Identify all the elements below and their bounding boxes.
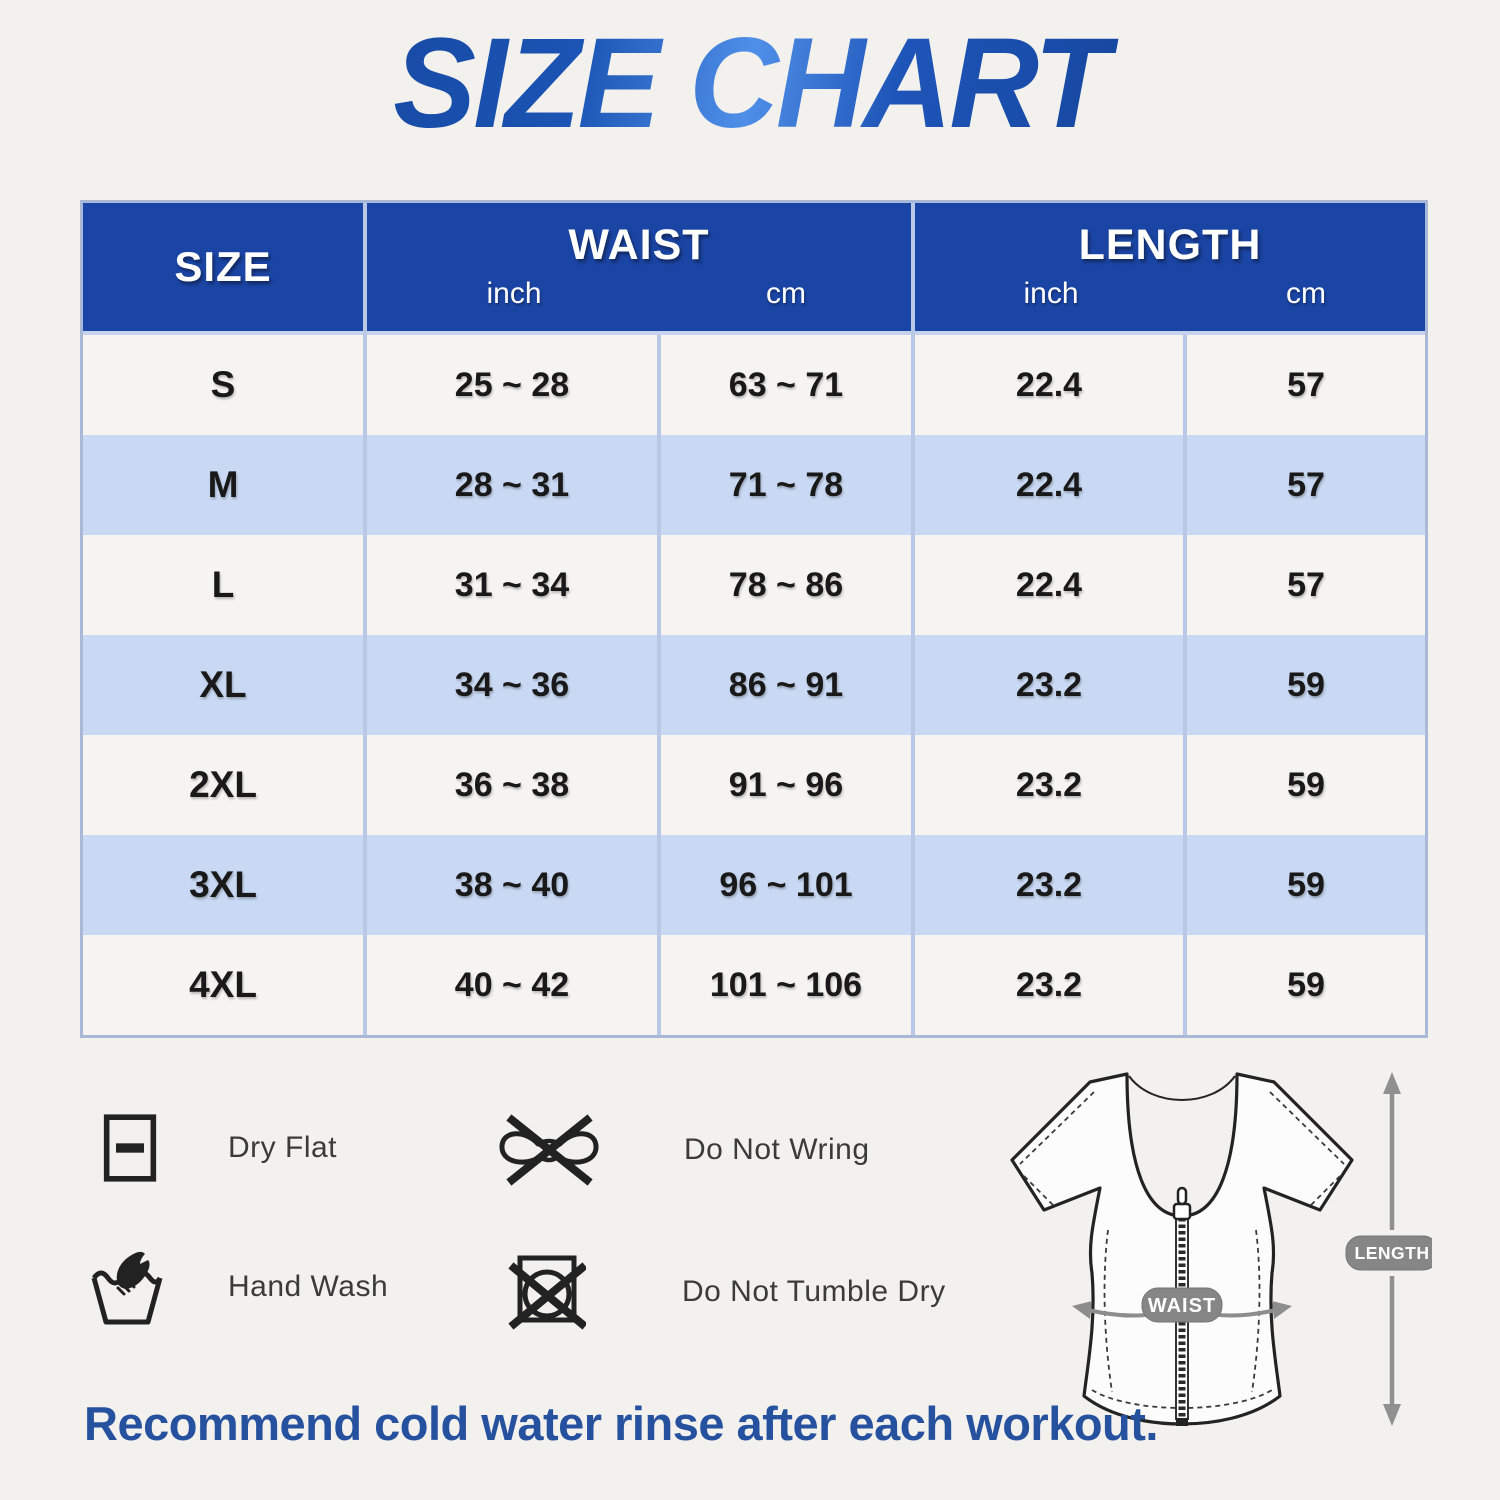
waist-units-row: inch cm: [367, 277, 911, 311]
table-cell: 28 ~ 31: [367, 435, 657, 535]
table-cell: 57: [1187, 535, 1425, 635]
table-cell: 23.2: [915, 935, 1183, 1035]
unit-label-inch: inch: [486, 276, 542, 310]
table-cell: 59: [1187, 935, 1425, 1035]
size-header-label: SIZE: [174, 243, 272, 290]
footer-note: Recommend cold water rinse after each wo…: [84, 1397, 1158, 1450]
do-not-wring-icon: [494, 1112, 604, 1188]
length-header-label: LENGTH: [1078, 220, 1262, 269]
table-cell: 23.2: [915, 635, 1183, 735]
size-cell: 2XL: [83, 735, 363, 835]
dry-flat-icon: [102, 1112, 158, 1184]
table-cell: 25 ~ 28: [367, 335, 657, 435]
table-cell: 71 ~ 78: [661, 435, 911, 535]
size-cell: 3XL: [83, 835, 363, 935]
page-title: SIZE CHART: [23, 10, 1478, 157]
size-cell: L: [83, 535, 363, 635]
table-cell: 34 ~ 36: [367, 635, 657, 735]
care-label: Do Not Wring: [684, 1133, 870, 1166]
table-cell: 59: [1187, 835, 1425, 935]
size-cell: M: [83, 435, 363, 535]
size-cell: XL: [83, 635, 363, 735]
garment-diagram: WAIST LENGTH: [1010, 1072, 1432, 1426]
table-cell: 23.2: [915, 835, 1183, 935]
care-label: Do Not Tumble Dry: [682, 1275, 946, 1308]
length-arrow: [1383, 1072, 1401, 1426]
size-cell: 4XL: [83, 935, 363, 1035]
table-cell: 59: [1187, 735, 1425, 835]
column-header-size: SIZE: [83, 203, 363, 335]
unit-label-inch: inch: [1023, 276, 1079, 310]
table-cell: 86 ~ 91: [661, 635, 911, 735]
table-cell: 40 ~ 42: [367, 935, 657, 1035]
unit-label-cm: cm: [1286, 276, 1326, 310]
table-cell: 23.2: [915, 735, 1183, 835]
care-item-dry-flat: Dry Flat: [102, 1112, 337, 1184]
waist-pill-text: WAIST: [1148, 1295, 1216, 1317]
table-cell: 31 ~ 34: [367, 535, 657, 635]
size-cell: S: [83, 335, 363, 435]
table-cell: 59: [1187, 635, 1425, 735]
care-label: Hand Wash: [228, 1270, 389, 1303]
column-header-length: LENGTH inch cm: [915, 203, 1425, 335]
table-cell: 38 ~ 40: [367, 835, 657, 935]
length-measure-label: LENGTH: [1345, 1235, 1432, 1271]
table-cell: 101 ~ 106: [661, 935, 911, 1035]
table-cell: 22.4: [915, 535, 1183, 635]
shirt-outline: [1010, 1072, 1354, 1426]
care-item-do-not-tumble-dry: Do Not Tumble Dry: [508, 1252, 946, 1332]
care-label: Dry Flat: [228, 1131, 337, 1164]
table-cell: 22.4: [915, 335, 1183, 435]
hand-wash-icon: [90, 1248, 164, 1326]
care-item-do-not-wring: Do Not Wring: [494, 1112, 870, 1188]
unit-label-cm: cm: [766, 276, 806, 310]
waist-measure-label: WAIST: [1141, 1287, 1223, 1323]
do-not-tumble-dry-icon: [508, 1252, 586, 1332]
table-cell: 96 ~ 101: [661, 835, 911, 935]
table-cell: 91 ~ 96: [661, 735, 911, 835]
length-pill-text: LENGTH: [1355, 1243, 1430, 1263]
care-item-hand-wash: Hand Wash: [90, 1248, 388, 1326]
column-header-waist: WAIST inch cm: [367, 203, 911, 335]
size-table: SIZE WAIST inch cm LENGTH inch cm S 25 ~…: [80, 200, 1428, 1038]
table-cell: 63 ~ 71: [661, 335, 911, 435]
length-units-row: inch cm: [915, 277, 1425, 311]
table-cell: 57: [1187, 335, 1425, 435]
waist-header-label: WAIST: [568, 220, 710, 269]
table-cell: 78 ~ 86: [661, 535, 911, 635]
table-cell: 57: [1187, 435, 1425, 535]
table-cell: 36 ~ 38: [367, 735, 657, 835]
collar-line: [1128, 1075, 1236, 1101]
table-cell: 22.4: [915, 435, 1183, 535]
